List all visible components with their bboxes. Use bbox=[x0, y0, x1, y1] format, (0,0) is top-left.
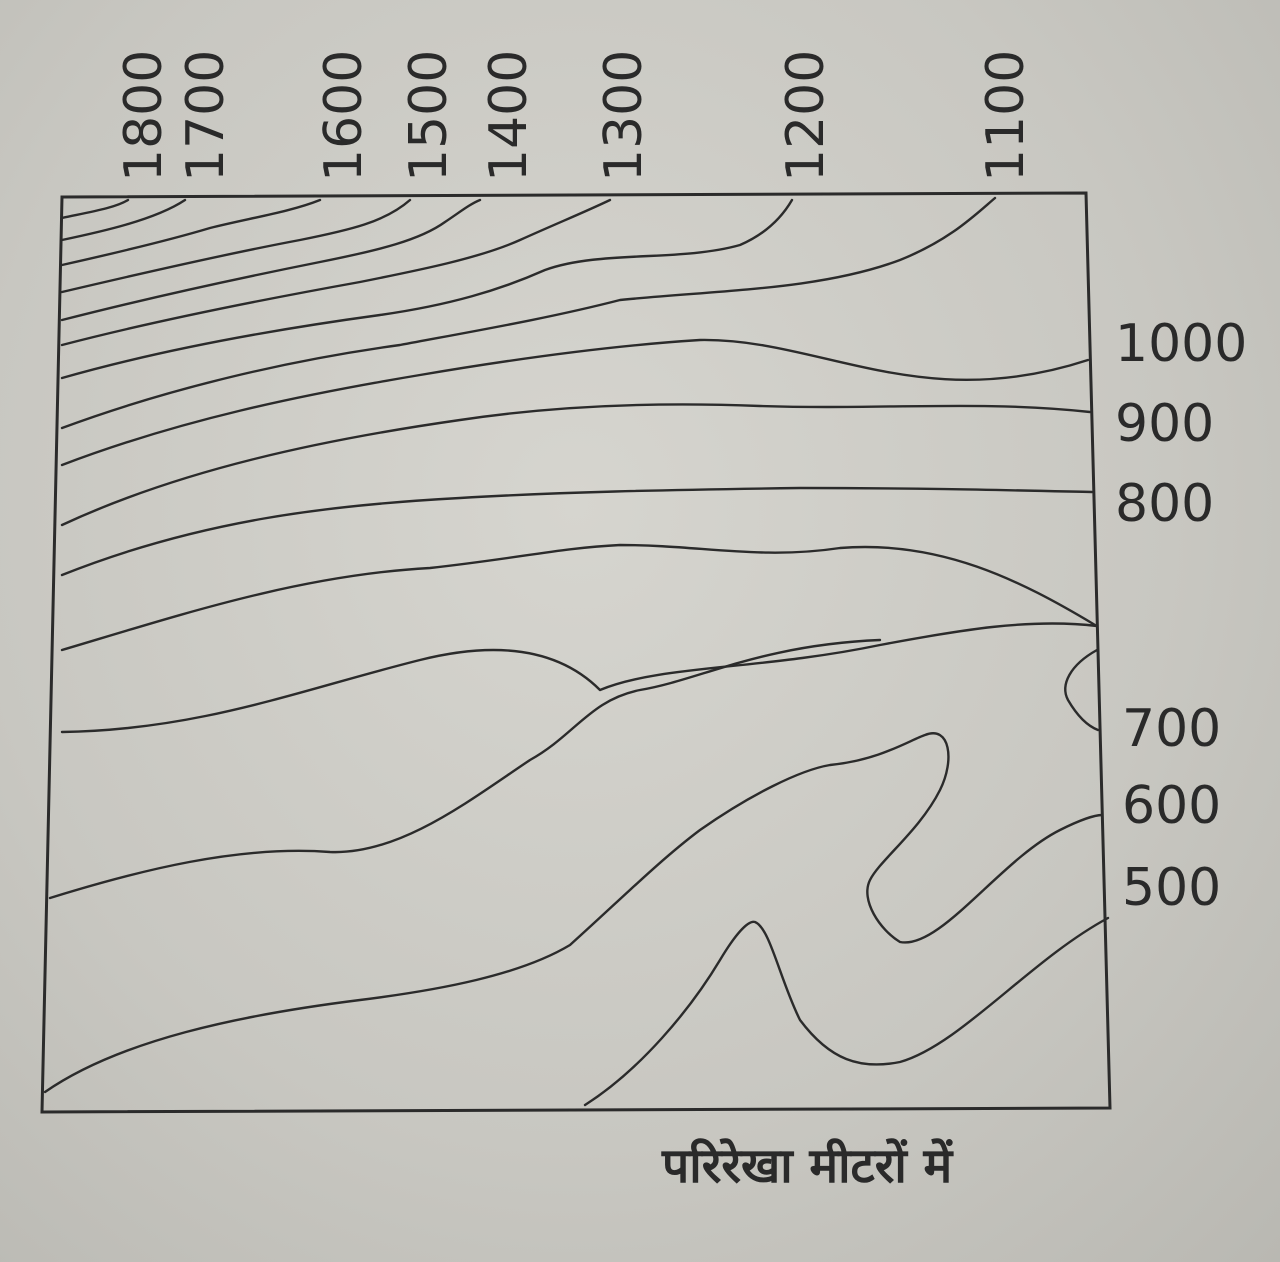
contour-line-900 bbox=[60, 403, 1092, 527]
contour-line bbox=[60, 198, 130, 220]
contour-line bbox=[60, 196, 997, 430]
top-label-1800: 1800 bbox=[114, 49, 174, 182]
contour-line bbox=[60, 198, 322, 267]
top-label-1100: 1100 bbox=[976, 49, 1036, 182]
right-label-1000: 1000 bbox=[1115, 314, 1248, 374]
map-caption: परिरेखा मीटरों में bbox=[662, 1138, 953, 1194]
top-label-1200: 1200 bbox=[776, 49, 836, 182]
top-label-1700: 1700 bbox=[176, 49, 236, 182]
right-label-900: 900 bbox=[1115, 394, 1215, 454]
contour-line bbox=[60, 198, 482, 322]
contour-line-1000 bbox=[60, 338, 1090, 467]
contour-line bbox=[60, 543, 1097, 652]
top-label-1600: 1600 bbox=[314, 49, 374, 182]
contour-line bbox=[60, 198, 412, 294]
contour-line bbox=[43, 732, 1104, 1094]
contour-line bbox=[60, 622, 1099, 734]
contour-line-700 bbox=[1064, 648, 1100, 732]
right-label-700: 700 bbox=[1122, 699, 1222, 759]
map-frame bbox=[40, 191, 1112, 1114]
top-label-1300: 1300 bbox=[594, 49, 654, 182]
contour-line bbox=[60, 198, 612, 347]
right-label-800: 800 bbox=[1115, 474, 1215, 534]
top-label-1400: 1400 bbox=[479, 49, 539, 182]
contour-line-600 bbox=[48, 638, 882, 900]
contour-line-800 bbox=[60, 486, 1094, 577]
top-label-1500: 1500 bbox=[399, 49, 459, 182]
right-label-600: 600 bbox=[1122, 776, 1222, 836]
contour-line bbox=[60, 198, 187, 242]
contour-line bbox=[60, 198, 794, 380]
contour-line-500 bbox=[583, 916, 1110, 1107]
right-label-500: 500 bbox=[1122, 858, 1222, 918]
